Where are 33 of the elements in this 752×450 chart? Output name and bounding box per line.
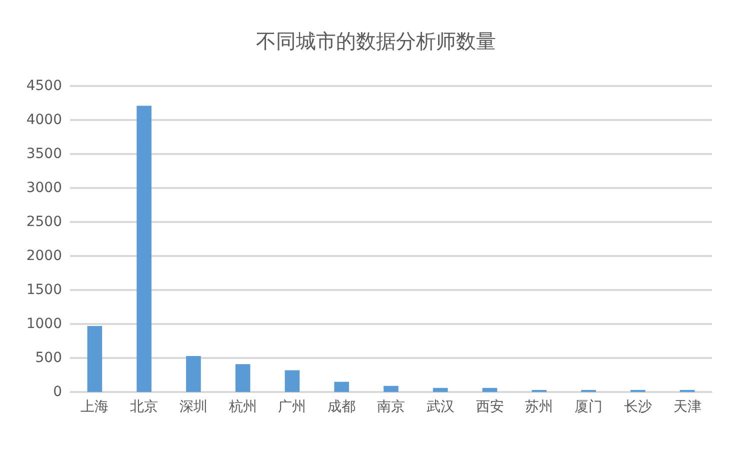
x-tick-label: 北京 [130, 399, 158, 415]
y-tick-label: 3000 [26, 180, 62, 196]
y-tick-label: 0 [53, 384, 62, 400]
bar [235, 364, 250, 392]
x-tick-label: 南京 [377, 399, 405, 415]
bar [482, 388, 498, 392]
bar [384, 386, 398, 392]
x-tick-label: 西安 [476, 399, 504, 415]
x-tick-label: 长沙 [624, 399, 652, 415]
y-tick-label: 4500 [26, 78, 62, 94]
y-tick-label: 4000 [26, 112, 62, 128]
y-tick-label: 2500 [26, 214, 62, 230]
chart-title: 不同城市的数据分析师数量 [256, 29, 496, 53]
bar [284, 370, 300, 392]
x-tick-label: 天津 [673, 399, 702, 415]
x-tick-label: 深圳 [179, 399, 208, 415]
y-tick-label: 1000 [26, 316, 62, 332]
y-tick-label: 2000 [26, 248, 62, 264]
x-tick-label: 广州 [278, 399, 306, 415]
bar [136, 106, 152, 392]
x-tick-label: 苏州 [525, 399, 554, 415]
x-tick-label: 杭州 [228, 399, 257, 415]
x-tick-label: 上海 [80, 399, 109, 415]
y-tick-label: 3500 [26, 146, 62, 162]
bar [432, 388, 448, 392]
y-tick-label: 1500 [26, 282, 62, 298]
x-tick-label: 武汉 [426, 399, 454, 415]
x-tick-label: 厦门 [574, 399, 603, 415]
y-tick-label: 500 [35, 350, 62, 366]
x-tick-label: 成都 [328, 399, 356, 415]
bar [87, 326, 102, 392]
bar [334, 382, 350, 392]
bar [186, 356, 201, 392]
